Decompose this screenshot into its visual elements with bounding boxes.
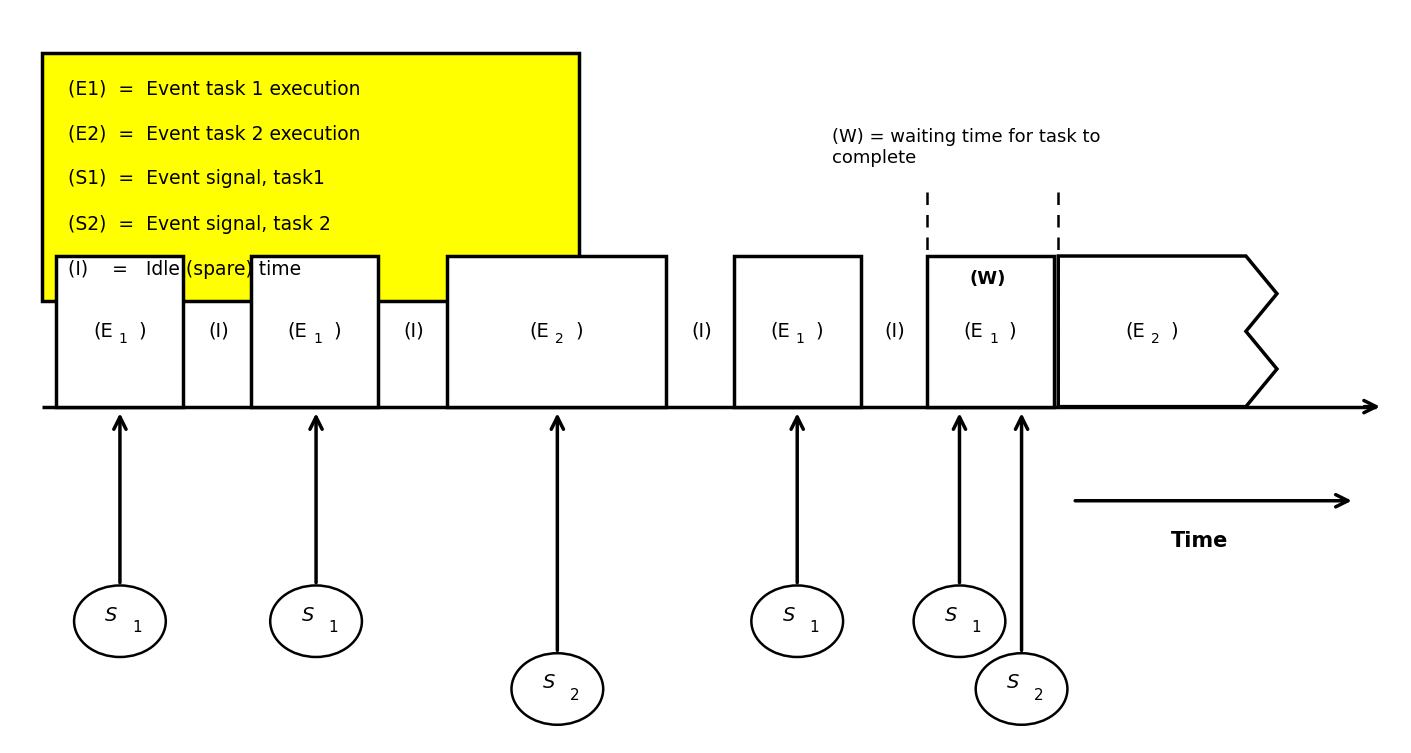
Text: (I)    =   Idle (spare) time: (I) = Idle (spare) time <box>68 260 301 279</box>
Text: (I): (I) <box>885 322 904 341</box>
Text: 2: 2 <box>555 332 564 346</box>
Text: S: S <box>543 673 555 693</box>
Bar <box>927 256 1054 407</box>
Text: 1: 1 <box>796 332 804 346</box>
Bar <box>56 256 183 407</box>
Text: (E: (E <box>288 322 308 341</box>
Text: S: S <box>302 605 313 625</box>
Ellipse shape <box>975 653 1067 724</box>
Text: 1: 1 <box>133 620 141 635</box>
Polygon shape <box>1058 256 1277 407</box>
Text: 1: 1 <box>119 332 127 346</box>
Text: 2: 2 <box>570 687 579 703</box>
Text: (W): (W) <box>969 270 1006 288</box>
Ellipse shape <box>511 653 602 724</box>
Ellipse shape <box>270 586 361 657</box>
Text: ): ) <box>576 322 583 341</box>
Text: 1: 1 <box>313 332 322 346</box>
Text: S: S <box>1007 673 1019 693</box>
Text: 2: 2 <box>1150 332 1160 346</box>
Text: S: S <box>106 605 117 625</box>
Text: 1: 1 <box>972 620 981 635</box>
Text: (E: (E <box>770 322 790 341</box>
Text: (W) = waiting time for task to
complete: (W) = waiting time for task to complete <box>832 128 1101 167</box>
Text: (I): (I) <box>404 322 423 341</box>
Text: Time: Time <box>1171 531 1228 551</box>
Text: (S2)  =  Event signal, task 2: (S2) = Event signal, task 2 <box>68 215 330 233</box>
Text: 2: 2 <box>1034 687 1043 703</box>
Text: S: S <box>783 605 794 625</box>
FancyBboxPatch shape <box>42 53 579 301</box>
Text: (E: (E <box>964 322 983 341</box>
Text: (I): (I) <box>691 322 711 341</box>
Text: (E: (E <box>93 322 113 341</box>
Ellipse shape <box>914 586 1005 657</box>
Text: ): ) <box>138 322 145 341</box>
Text: (E2)  =  Event task 2 execution: (E2) = Event task 2 execution <box>68 124 360 143</box>
Text: (E1)  =  Event task 1 execution: (E1) = Event task 1 execution <box>68 79 360 98</box>
Text: (S1)  =  Event signal, task1: (S1) = Event signal, task1 <box>68 169 325 188</box>
Bar <box>447 256 666 407</box>
Ellipse shape <box>73 586 166 657</box>
Text: ): ) <box>333 322 340 341</box>
Bar <box>251 256 378 407</box>
Text: S: S <box>945 605 957 625</box>
Text: ): ) <box>1009 322 1016 341</box>
Text: (E: (E <box>1126 322 1144 341</box>
Text: (I): (I) <box>209 322 229 341</box>
Text: ): ) <box>816 322 823 341</box>
Text: 1: 1 <box>329 620 337 635</box>
Text: ): ) <box>1170 322 1178 341</box>
Text: (E: (E <box>531 322 549 341</box>
Ellipse shape <box>751 586 842 657</box>
Bar <box>734 256 861 407</box>
Text: 1: 1 <box>989 332 998 346</box>
Text: 1: 1 <box>810 620 818 635</box>
